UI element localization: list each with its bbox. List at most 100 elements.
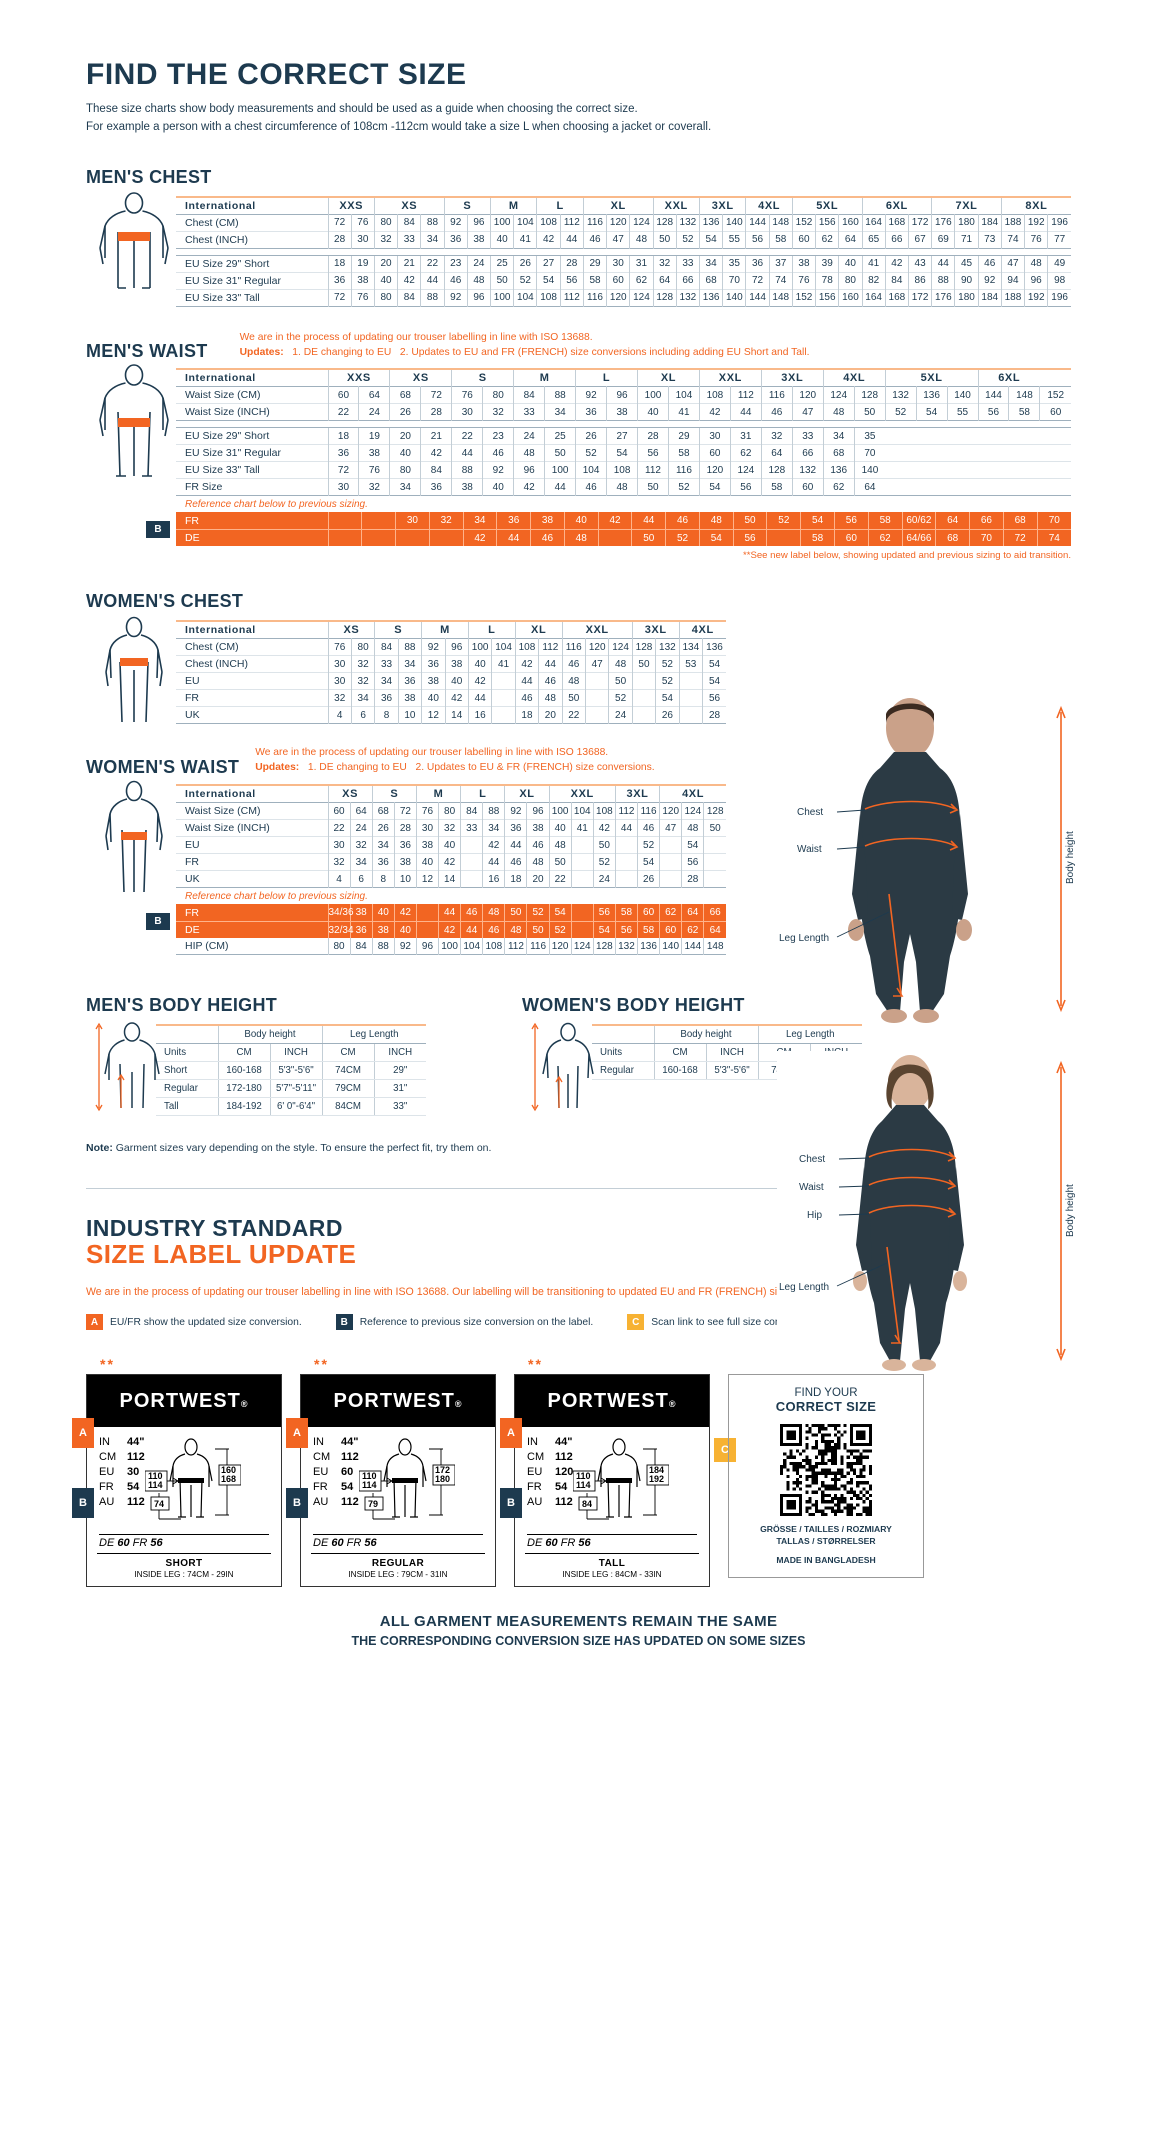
row-label: Waist Size (INCH) (176, 819, 329, 837)
size-guide-page: FIND THE CORRECT SIZE These size charts … (0, 58, 1157, 1648)
page-title: FIND THE CORRECT SIZE (86, 58, 467, 91)
cell: 112 (637, 461, 669, 479)
cell: 192 (1024, 214, 1049, 232)
cell: 144 (745, 214, 770, 232)
cell: 33 (374, 655, 399, 673)
cell: 124 (571, 938, 594, 955)
card-side-tags: A B (500, 1418, 522, 1519)
ref-cell: 52 (665, 528, 700, 547)
cell: 48 (538, 689, 563, 707)
female-torso-icon (105, 617, 163, 723)
cell (585, 672, 610, 690)
cell: 24 (467, 255, 492, 273)
cell: 96 (467, 289, 492, 307)
fr-value: 56 (150, 1537, 163, 1550)
cell: 28 (708, 709, 721, 721)
cell: 32 (351, 672, 376, 690)
size-col-xl: XL (504, 785, 550, 803)
ref-cell: 42 (438, 920, 462, 939)
ref-cell (571, 904, 594, 922)
cell: 108 (536, 214, 561, 232)
cell: 98 (1054, 275, 1066, 287)
size-col-xl: XL (637, 369, 700, 387)
cell: 34 (482, 819, 506, 837)
cell (460, 853, 484, 871)
label-cards: ** PORTWEST® IN 44" CM 112 EU 30 FR 54 AU 112 (72, 1356, 1071, 1588)
cell: 52 (655, 655, 680, 673)
cell: 52 (668, 478, 700, 496)
ref-cell: 46 (530, 528, 565, 547)
cell: 47 (1001, 255, 1026, 273)
ref-cell: 38 (530, 512, 565, 530)
size-col-3xl: 3XL (761, 369, 824, 387)
size-col-l: L (468, 621, 516, 639)
cell: 72 (745, 272, 770, 290)
spec-row-in: IN 44" (527, 1435, 573, 1450)
table-header-row: International XXS XS S M L XL XXL 3XL 4XL 5XL 6XL 7X… (176, 196, 1071, 215)
cell: 120 (659, 802, 683, 820)
model-label-waist: Waist (799, 1182, 824, 1193)
spec-key: AU (527, 1495, 543, 1508)
size-col-3xl: 3XL (615, 785, 661, 803)
card-tag-b: B (286, 1488, 308, 1519)
cell: 20 (538, 706, 563, 724)
height-box-top: 184 (649, 1465, 664, 1475)
female-model-card: Chest Waist Hip Leg Length Body height (777, 1051, 1077, 1376)
cell: 86 (908, 272, 933, 290)
womens-waist-table: International XS S M L XL XXL 3XL 4XL Waist Size… (176, 784, 726, 888)
row-label: Waist Size (CM) (176, 802, 329, 820)
spec-row-cm: CM 112 (313, 1450, 359, 1465)
bh-row-label: Regular (156, 1079, 219, 1099)
qr-code-image[interactable] (780, 1424, 872, 1517)
leg-box: 79 (368, 1499, 378, 1509)
size-col-3xl: 3XL (632, 621, 680, 639)
ref-cell (598, 528, 633, 547)
womens-chest-figure (86, 617, 176, 724)
ref-cell: 36 (350, 920, 373, 939)
cell: 56 (560, 272, 584, 290)
cell: 18 (328, 255, 352, 273)
row-label: EU Size 31" Regular (176, 444, 329, 462)
cell: 58 (668, 444, 700, 462)
womens-ref-table: FR 34/36 38 40 42 44 46 48 50 52 54 56 58 60 62 64 66 DE 3… (176, 904, 726, 939)
size-col-l: L (536, 196, 584, 215)
ref-cell (328, 528, 363, 547)
table-row: EU Size 29" Short 18 19 20 21 22 23 24 25 26 27 28 2… (176, 427, 1071, 445)
bh-row-label: Short (156, 1061, 219, 1081)
fr-label: FR (560, 1537, 576, 1550)
card-tag-b: B (72, 1488, 94, 1519)
cell: 33 (397, 231, 422, 249)
cell: 58 (583, 272, 608, 290)
spec-row-in: IN 44" (99, 1435, 145, 1450)
cell: 42 (397, 272, 422, 290)
cell: 36 (328, 272, 352, 290)
cell: 76 (351, 214, 375, 232)
row-label: FR Size (176, 478, 329, 496)
cell: 32 (761, 427, 793, 445)
portwest-logo: PORTWEST® (301, 1375, 495, 1428)
cell: 128 (706, 805, 724, 817)
intro-line-1: These size charts show body measurements… (86, 103, 638, 115)
cell: 184 (978, 289, 1002, 307)
qr-tag-c: C (714, 1438, 736, 1463)
cell: 41 (571, 819, 594, 837)
col-international: International (176, 369, 329, 387)
cell: 44 (730, 403, 762, 421)
bh-unit-cell: CM (654, 1043, 707, 1063)
cell: 46 (526, 836, 550, 854)
cell: 104 (460, 938, 484, 955)
card-tag-b: B (500, 1488, 522, 1519)
cell: 124 (730, 461, 762, 479)
cell: 33 (513, 403, 546, 421)
cell: 32 (438, 819, 462, 837)
cell: 22 (328, 819, 351, 837)
cell: 76 (792, 272, 817, 290)
cell (704, 871, 726, 888)
cell (585, 689, 610, 707)
de-value: 60 (331, 1537, 344, 1550)
label-card-short: ** PORTWEST® IN 44" CM 112 EU 30 FR 54 AU 112 (72, 1356, 282, 1588)
update-item-2: 2. Updates to EU & FR (FRENCH) size conv… (415, 762, 655, 774)
cell: 60 (328, 802, 351, 820)
ref-cell: 42 (598, 512, 633, 530)
cell: 21 (420, 427, 453, 445)
